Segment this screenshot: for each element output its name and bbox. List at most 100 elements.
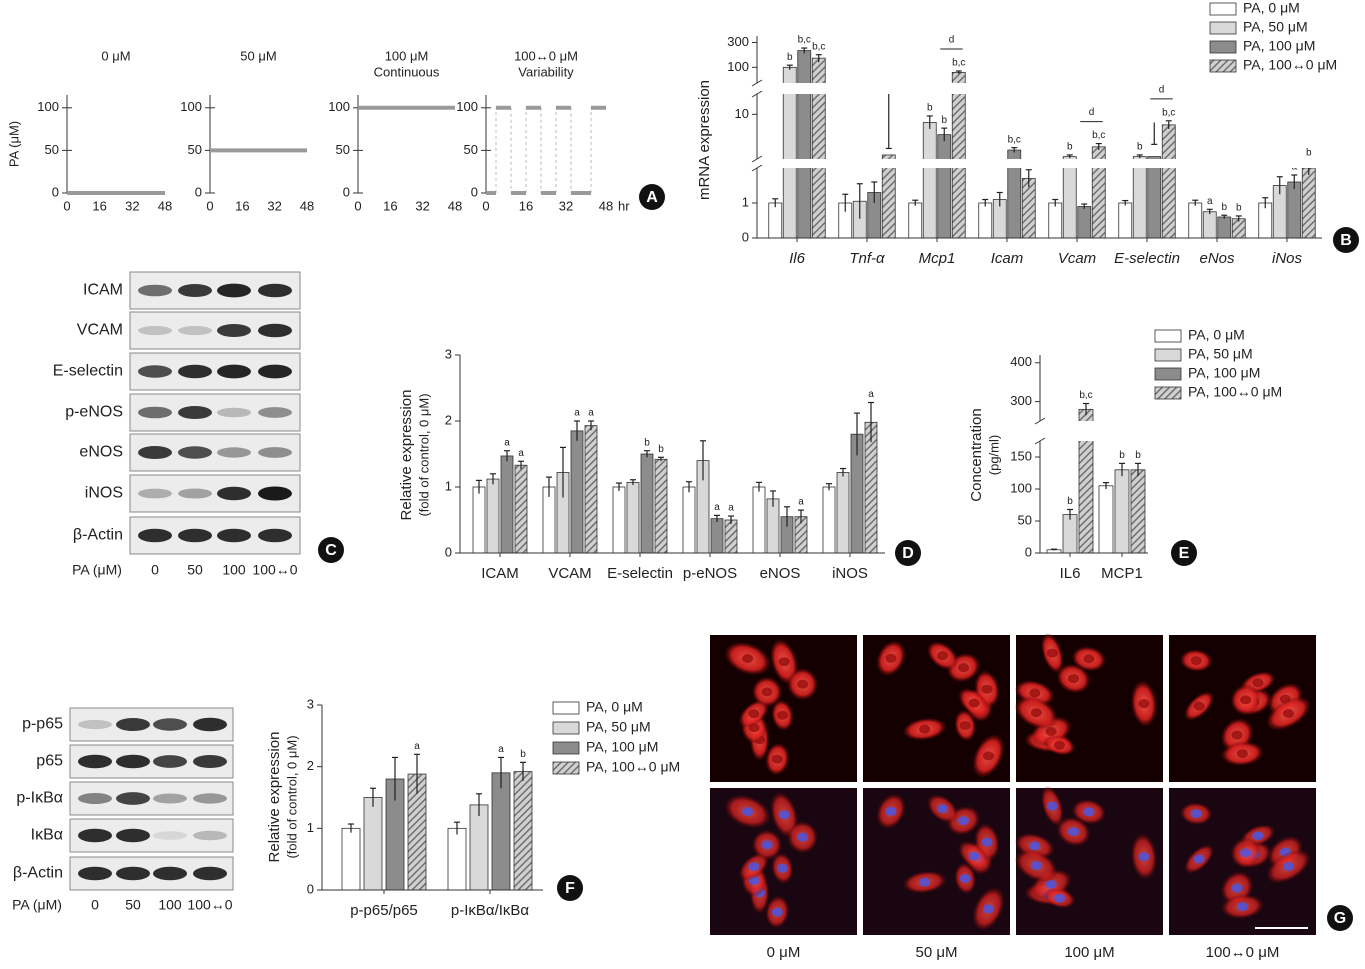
significance-label: a (504, 437, 510, 448)
bar (1098, 485, 1114, 554)
nucleus (919, 877, 931, 887)
blot-band (217, 486, 251, 501)
significance-label: b (787, 52, 793, 63)
blot-band (78, 719, 112, 730)
y-tick-label: 2 (445, 412, 452, 427)
legend-swatch (1154, 329, 1182, 343)
y-axis-label: Relative expression (266, 732, 283, 863)
y-tick-label: 1 (742, 194, 749, 209)
blot-row-label: iNOS (85, 485, 123, 502)
blot-row-label: β-Actin (13, 865, 63, 882)
nucleus (742, 654, 754, 664)
blot-band (153, 831, 187, 840)
panel-letter: A (646, 189, 658, 206)
bar (612, 486, 626, 554)
bar (486, 478, 500, 554)
lane-label: 50 (187, 562, 203, 578)
blot-band (193, 793, 227, 804)
nucleus (1252, 678, 1264, 688)
blot-band (116, 866, 150, 881)
bar (1231, 218, 1246, 239)
y-tick-label: 0 (52, 184, 59, 199)
axis-break (1032, 421, 1148, 441)
significance-label: b (1221, 202, 1227, 213)
blot-band (78, 828, 112, 843)
blot-row-label: p-eNOS (65, 404, 123, 421)
blot-band (193, 754, 227, 769)
blot-band (78, 754, 112, 769)
blot-band (138, 284, 172, 297)
lane-axis-label: PA (μM) (72, 562, 122, 578)
y-tick-label: 50 (1018, 512, 1032, 527)
bar (1021, 178, 1036, 239)
significance-label: b (927, 103, 933, 114)
x-tick-label: Mcp1 (919, 250, 956, 267)
bar (654, 458, 668, 554)
x-tick-label: 32 (415, 198, 429, 213)
y-axis-label: PA (μM) (6, 121, 21, 167)
blot-band (178, 405, 212, 420)
blot-band (178, 364, 212, 379)
y-axis-label: Relative expression (398, 390, 415, 521)
x-tick-label: 0 (482, 198, 489, 213)
bar (570, 430, 584, 554)
nucleus (1067, 674, 1079, 684)
blot-row-label: p-IκBα (16, 790, 63, 807)
bar (768, 202, 783, 239)
nucleus (1054, 893, 1066, 903)
x-tick-label: E-selectin (1114, 250, 1180, 267)
significance-label: a (574, 408, 580, 419)
nucleus (1083, 654, 1095, 664)
significance-label: b,c (1079, 390, 1092, 401)
y-tick-label: 3 (445, 346, 452, 361)
x-tick-label: iNos (1272, 250, 1303, 267)
legend-swatch (1154, 367, 1182, 381)
bar (447, 827, 467, 891)
nucleus (771, 754, 783, 764)
nucleus (1283, 709, 1295, 719)
significance-label: b,c (1162, 107, 1175, 118)
y-tick-label: 0 (343, 184, 350, 199)
significance-label: a (798, 497, 804, 508)
nucleus (982, 751, 994, 761)
bracket-label: d (1159, 84, 1165, 95)
nucleus (885, 806, 897, 816)
panel-badge (557, 875, 583, 901)
nucleus (778, 657, 790, 667)
panel-letter: F (565, 880, 575, 897)
nucleus (1193, 854, 1205, 864)
significance-label: b (1067, 496, 1073, 507)
panel-letter: C (325, 542, 337, 559)
blot-band (178, 488, 212, 499)
blot-band (138, 488, 172, 499)
bar (1132, 156, 1147, 239)
x-tick-label: 48 (158, 198, 172, 213)
bar (363, 797, 383, 891)
legend-label: PA, 0 μM (586, 699, 643, 715)
legend-label: PA, 100 μM (586, 739, 658, 755)
lane-label: 100 (158, 897, 182, 913)
bar (1202, 211, 1217, 239)
significance-label: b (1236, 203, 1242, 214)
blot-band (258, 364, 292, 379)
legend-label: PA, 50 μM (1188, 346, 1253, 362)
significance-label: b (644, 437, 650, 448)
nucleus (1236, 749, 1248, 759)
panel-badge (318, 537, 344, 563)
x-tick-label: p-p65/p65 (350, 902, 418, 919)
bar (1114, 469, 1130, 554)
blot-band (258, 486, 292, 501)
blot-band (153, 755, 187, 768)
y-axis-label: Concentration (968, 408, 985, 501)
nucleus (957, 663, 969, 673)
blot-band (78, 866, 112, 881)
legend-label: PA, 100 μM (1188, 365, 1260, 381)
bar (341, 827, 361, 891)
blot-band (217, 447, 251, 458)
blot-band (153, 866, 187, 881)
blot-band (153, 793, 187, 804)
lane-label: 100↔0 (187, 897, 232, 913)
bar (472, 486, 486, 554)
legend-label: PA, 50 μM (586, 719, 651, 735)
